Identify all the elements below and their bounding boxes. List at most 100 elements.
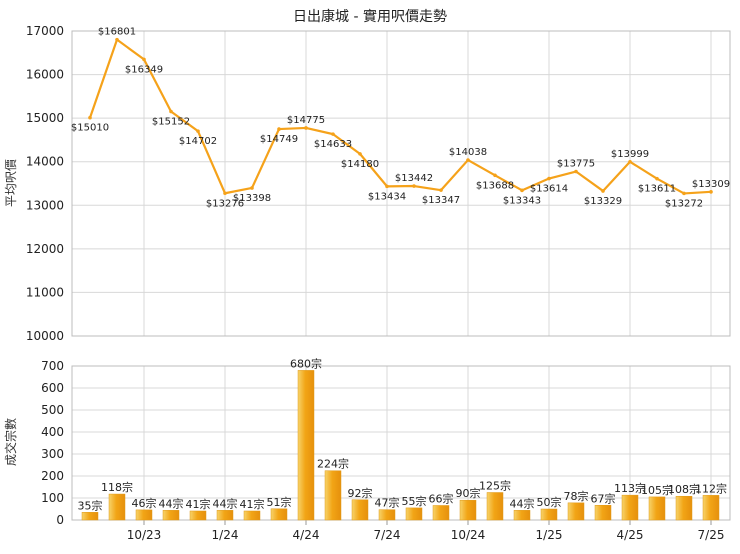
price-data-label: $15152 — [152, 117, 190, 128]
volume-bar — [216, 510, 234, 521]
price-data-label: $16801 — [98, 27, 136, 38]
price-line-chart: 10000 11000 12000 13000 14000 15000 16000 17000… — [26, 24, 731, 343]
price-point — [358, 152, 362, 156]
volume-bar-label: 224宗 — [317, 457, 349, 471]
volume-bar-label: 118宗 — [101, 480, 133, 494]
volume-bar-label: 41宗 — [240, 497, 265, 511]
volume-bar — [81, 512, 99, 521]
volume-bar-label: 55宗 — [402, 494, 427, 508]
price-data-label: $13347 — [422, 195, 460, 206]
price-point — [466, 158, 470, 162]
price-point — [439, 188, 443, 192]
volume-bar — [162, 510, 180, 521]
price-data-label: $13688 — [476, 180, 514, 191]
price-data-label: $13611 — [638, 184, 676, 195]
price-point — [223, 191, 227, 196]
volume-bar — [594, 505, 612, 521]
volume-bar — [621, 494, 639, 521]
volume-bar-label: 680宗 — [290, 356, 322, 370]
volume-bar — [432, 505, 450, 521]
price-point — [304, 126, 308, 130]
volume-bar-label: 125宗 — [479, 479, 511, 493]
price-y-tick-label: 10000 — [26, 329, 64, 343]
volume-bar — [405, 507, 423, 521]
volume-bar — [135, 509, 153, 521]
x-tick-label: 4/24 — [293, 528, 320, 542]
volume-bar-label: 105宗 — [641, 483, 673, 497]
price-point — [115, 37, 119, 42]
volume-bar-label: 41宗 — [186, 497, 211, 511]
volume-bar-label: 44宗 — [510, 496, 535, 510]
price-data-label: $13434 — [368, 191, 406, 202]
price-data-label: $13343 — [503, 195, 541, 206]
volume-bar — [270, 508, 288, 521]
x-tick-label: 10/23 — [127, 528, 162, 542]
price-point — [547, 176, 551, 181]
x-tick-label: 7/25 — [698, 528, 725, 542]
price-y-tick-label: 13000 — [26, 198, 64, 212]
price-data-label: $13272 — [665, 198, 703, 209]
volume-bar — [378, 509, 396, 521]
volume-bar — [486, 492, 504, 521]
price-point — [574, 169, 578, 174]
price-point — [277, 127, 281, 131]
price-data-label: $14749 — [260, 134, 298, 145]
volume-bar — [108, 493, 126, 521]
volume-bar — [243, 510, 261, 521]
price-data-label: $14702 — [179, 136, 217, 147]
price-point — [628, 159, 632, 164]
price-point — [331, 132, 335, 136]
volume-y-axis-label: 成交宗數 — [3, 418, 18, 466]
volume-bar-label: 66宗 — [429, 491, 454, 505]
volume-y-tick-label: 400 — [41, 425, 64, 439]
volume-bar-label: 44宗 — [159, 496, 184, 510]
volume-bar-label: 90宗 — [456, 486, 481, 500]
volume-bar — [324, 470, 342, 521]
price-data-label: $16349 — [125, 64, 163, 75]
volume-bar-label: 112宗 — [695, 481, 727, 495]
volume-y-tick-label: 0 — [56, 513, 64, 527]
x-tick-label: 7/24 — [374, 528, 401, 542]
price-point — [493, 173, 497, 178]
volume-bar-label: 113宗 — [614, 481, 646, 495]
volume-bar — [351, 499, 369, 521]
volume-bar-label: 50宗 — [537, 495, 562, 509]
price-y-tick-label: 17000 — [26, 24, 64, 38]
price-data-label: $14180 — [341, 159, 379, 170]
price-y-tick-label: 11000 — [26, 285, 64, 299]
price-point — [682, 191, 686, 196]
price-point — [601, 189, 605, 193]
volume-bar — [459, 499, 477, 521]
volume-plot-frame — [71, 365, 731, 521]
volume-bar-chart: 0 100 200 300 400 500 600 700 10/23 1/24 4/24 7/24 1… — [41, 356, 731, 542]
price-point — [88, 115, 92, 120]
volume-bar — [648, 496, 666, 521]
volume-bar-label: 51宗 — [267, 495, 292, 509]
price-y-tick-label: 12000 — [26, 242, 64, 256]
x-tick-label: 1/24 — [212, 528, 239, 542]
price-point — [385, 184, 389, 189]
price-y-tick-label: 16000 — [26, 68, 64, 82]
volume-bar-label: 44宗 — [213, 496, 238, 510]
price-point — [709, 190, 713, 194]
price-data-label: $14038 — [449, 147, 487, 158]
volume-bar — [702, 495, 720, 521]
price-plot-frame — [71, 30, 731, 337]
price-data-label: $13398 — [233, 193, 271, 204]
x-tick-label: 1/25 — [536, 528, 563, 542]
volume-bar-label: 108宗 — [668, 482, 700, 496]
price-point — [196, 129, 200, 133]
price-y-axis-label: 平均呎價 — [4, 159, 18, 207]
price-data-label: $13329 — [584, 196, 622, 207]
volume-bar-label: 46宗 — [132, 496, 157, 510]
volume-bar-label: 35宗 — [78, 498, 103, 512]
volume-y-tick-label: 700 — [41, 359, 64, 373]
volume-bar-label: 78宗 — [564, 489, 589, 503]
volume-y-tick-label: 300 — [41, 447, 64, 461]
price-data-label: $13309 — [692, 179, 730, 190]
price-data-label: $14775 — [287, 115, 325, 126]
price-point — [412, 184, 416, 188]
price-data-label: $14633 — [314, 139, 352, 150]
